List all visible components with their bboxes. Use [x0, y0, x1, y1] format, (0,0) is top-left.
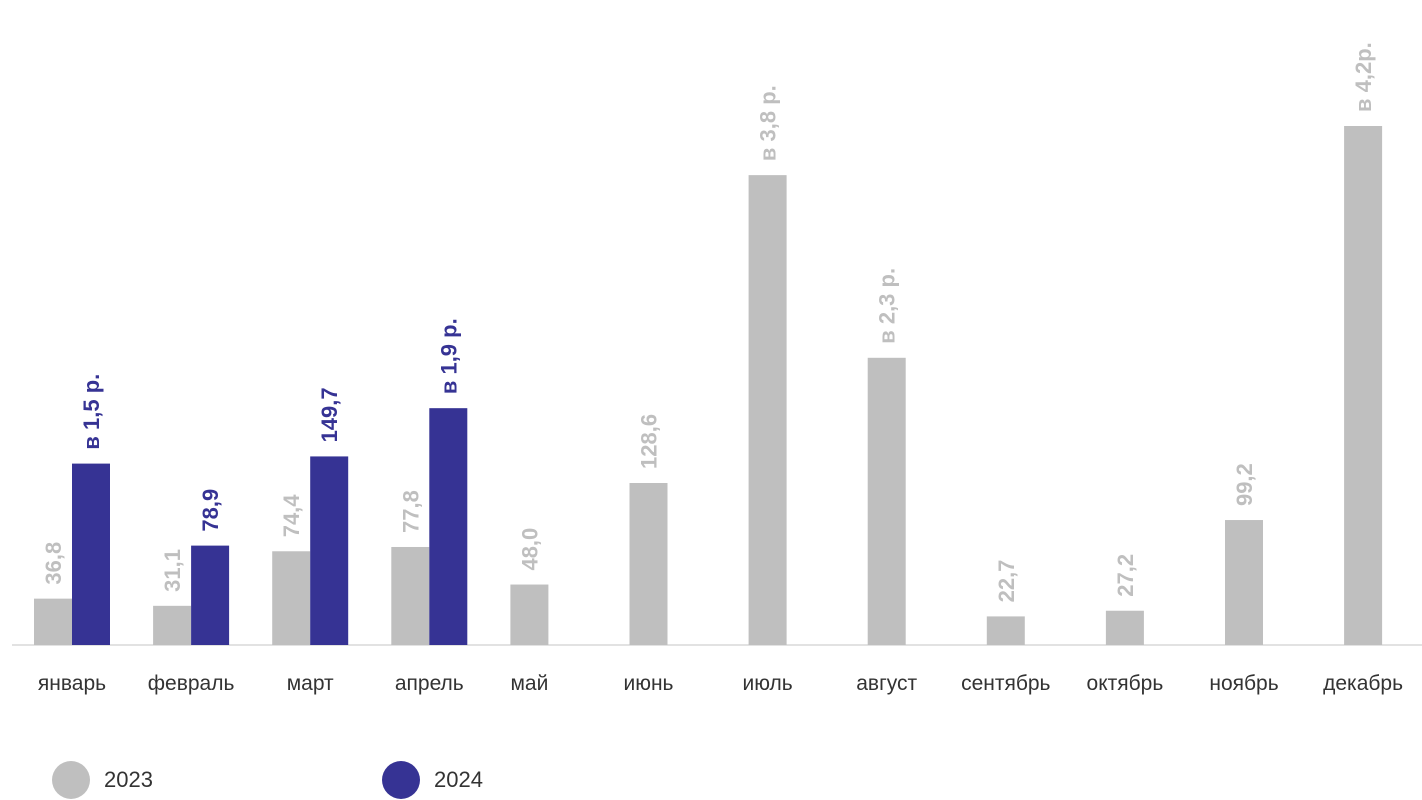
bar-2023-3	[272, 551, 311, 645]
x-tick-label: июнь	[623, 672, 673, 695]
bar-2023-6	[629, 483, 668, 645]
data-label-2023-6: 128,6	[637, 414, 662, 469]
bar-2023-12	[1344, 126, 1383, 645]
bar-2023-5	[510, 584, 549, 645]
x-tick-label: октябрь	[1087, 672, 1164, 695]
data-label-2023-9: 22,7	[994, 560, 1019, 603]
data-label-2023-8: в 2,3 р.	[875, 268, 900, 344]
bar-2024-2	[191, 545, 230, 645]
data-label-2023-11: 99,2	[1232, 463, 1257, 506]
data-label-2023-12: в 4,2р.	[1351, 42, 1376, 112]
data-label-2024-2: 78,9	[198, 489, 223, 532]
x-tick-label: июль	[742, 672, 792, 695]
x-tick-label: сентябрь	[961, 672, 1050, 695]
x-tick-label: декабрь	[1323, 672, 1403, 695]
x-tick-label: ноябрь	[1209, 672, 1278, 695]
data-label-2023-3: 74,4	[279, 494, 304, 538]
legend-swatch-2024	[382, 761, 420, 799]
bar-2023-9	[986, 616, 1025, 645]
bar-2023-11	[1225, 520, 1263, 645]
data-label-2023-1: 36,8	[41, 542, 66, 585]
bar-2024-3	[310, 456, 349, 645]
bar-2023-2	[153, 605, 192, 645]
bar-2024-1	[72, 463, 110, 645]
legend-label-2024: 2024	[434, 767, 483, 792]
data-label-2023-4: 77,8	[398, 490, 423, 533]
bar-2023-8	[867, 357, 906, 645]
bar-2024-4	[429, 408, 468, 645]
x-tick-label: август	[856, 672, 917, 695]
legend-item-2024: 2024	[382, 760, 483, 800]
x-tick-label: май	[510, 672, 548, 695]
bar-chart: 36,8 в 1,5 р. январь 31,1 78,9 февраль 74,4 149…	[12, 42, 1422, 695]
data-label-2023-5: 48,0	[517, 528, 542, 571]
x-tick-label: апрель	[395, 672, 464, 695]
legend-swatch-2023	[52, 761, 90, 799]
data-label-2024-4: в 1,9 р.	[436, 318, 461, 394]
data-label-2024-3: 149,7	[317, 387, 342, 442]
bar-2023-10	[1105, 610, 1144, 645]
x-tick-label: январь	[38, 672, 106, 695]
x-tick-label: февраль	[148, 672, 235, 695]
data-label-2023-7: в 3,8 р.	[756, 85, 781, 161]
data-label-2023-10: 27,2	[1113, 554, 1138, 597]
bar-2023-7	[748, 175, 787, 645]
bar-2023-4	[391, 546, 430, 645]
x-tick-label: март	[287, 672, 334, 695]
legend-label-2023: 2023	[104, 767, 153, 792]
data-label-2023-2: 31,1	[160, 549, 185, 592]
bar-2023-1	[34, 598, 72, 645]
data-label-2024-1: в 1,5 р.	[79, 374, 104, 450]
legend-item-2023: 2023	[52, 760, 153, 800]
